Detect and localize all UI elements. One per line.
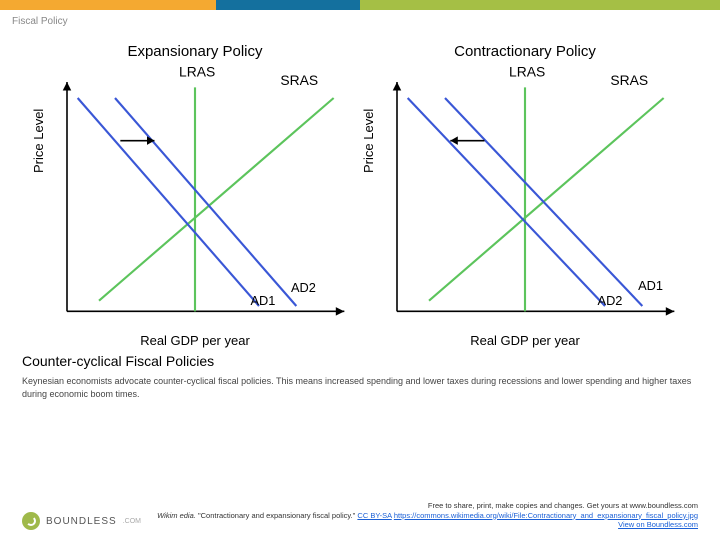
bar-segment-3 [360, 0, 720, 10]
contractionary-chart: Contractionary Policy Price Level LRASSR… [365, 43, 685, 343]
caption-block: Counter-cyclical Fiscal Policies Keynesi… [0, 343, 720, 400]
svg-text:SRAS: SRAS [280, 72, 318, 88]
chart-right-y-label: Price Level [361, 109, 376, 173]
chart-left-svg: LRAS SRAS AD1 AD2 [35, 64, 355, 324]
chart-left-y-label: Price Level [31, 109, 46, 173]
attrib-line2: Wikim edia. "Contractionary and expansio… [141, 511, 698, 521]
svg-text:LRAS: LRAS [179, 64, 215, 80]
svg-text:AD1: AD1 [250, 293, 275, 308]
attrib-source: Wikim edia. [157, 511, 196, 520]
logo-text: BOUNDLESS [46, 516, 117, 527]
chart-left-x-label: Real GDP per year [35, 333, 355, 348]
svg-text:AD2: AD2 [598, 293, 623, 308]
view-link[interactable]: View on Boundless.com [618, 520, 698, 529]
expansionary-chart: Expansionary Policy Price Level LRASSRAS… [35, 43, 355, 343]
svg-text:SRAS: SRAS [610, 72, 648, 88]
logo-icon [22, 512, 40, 530]
chart-right-title: Contractionary Policy [365, 43, 685, 60]
attrib-line1: Free to share, print, make copies and ch… [141, 501, 698, 511]
charts-container: Expansionary Policy Price Level LRAS SRAS… [0, 33, 720, 343]
svg-text:LRAS: LRAS [509, 64, 545, 80]
logo-suffix: .COM [123, 518, 141, 525]
attrib-line3: View on Boundless.com [141, 520, 698, 530]
caption-body: Keynesian economists advocate counter-cy… [22, 375, 698, 400]
bar-segment-2 [216, 0, 360, 10]
attribution: Free to share, print, make copies and ch… [141, 501, 698, 530]
breadcrumb: Fiscal Policy [0, 10, 720, 33]
chart-right-x-label: Real GDP per year [365, 333, 685, 348]
svg-text:AD1: AD1 [638, 278, 663, 293]
svg-text:AD2: AD2 [291, 280, 316, 295]
caption-title: Counter-cyclical Fiscal Policies [22, 353, 698, 369]
attrib-quote: "Contractionary and expansionary fiscal … [198, 511, 355, 520]
chart-left-title: Expansionary Policy [35, 43, 355, 60]
bar-segment-1 [0, 0, 216, 10]
boundless-logo: BOUNDLESS .COM [22, 512, 141, 530]
chart-right-svg: LRAS SRAS AD1 AD2 [365, 64, 685, 324]
source-url-link[interactable]: https://commons.wikimedia.org/wiki/File:… [394, 511, 698, 520]
top-accent-bar [0, 0, 720, 10]
license-link[interactable]: CC BY-SA [357, 511, 391, 520]
footer: BOUNDLESS .COM Free to share, print, make… [0, 501, 720, 530]
